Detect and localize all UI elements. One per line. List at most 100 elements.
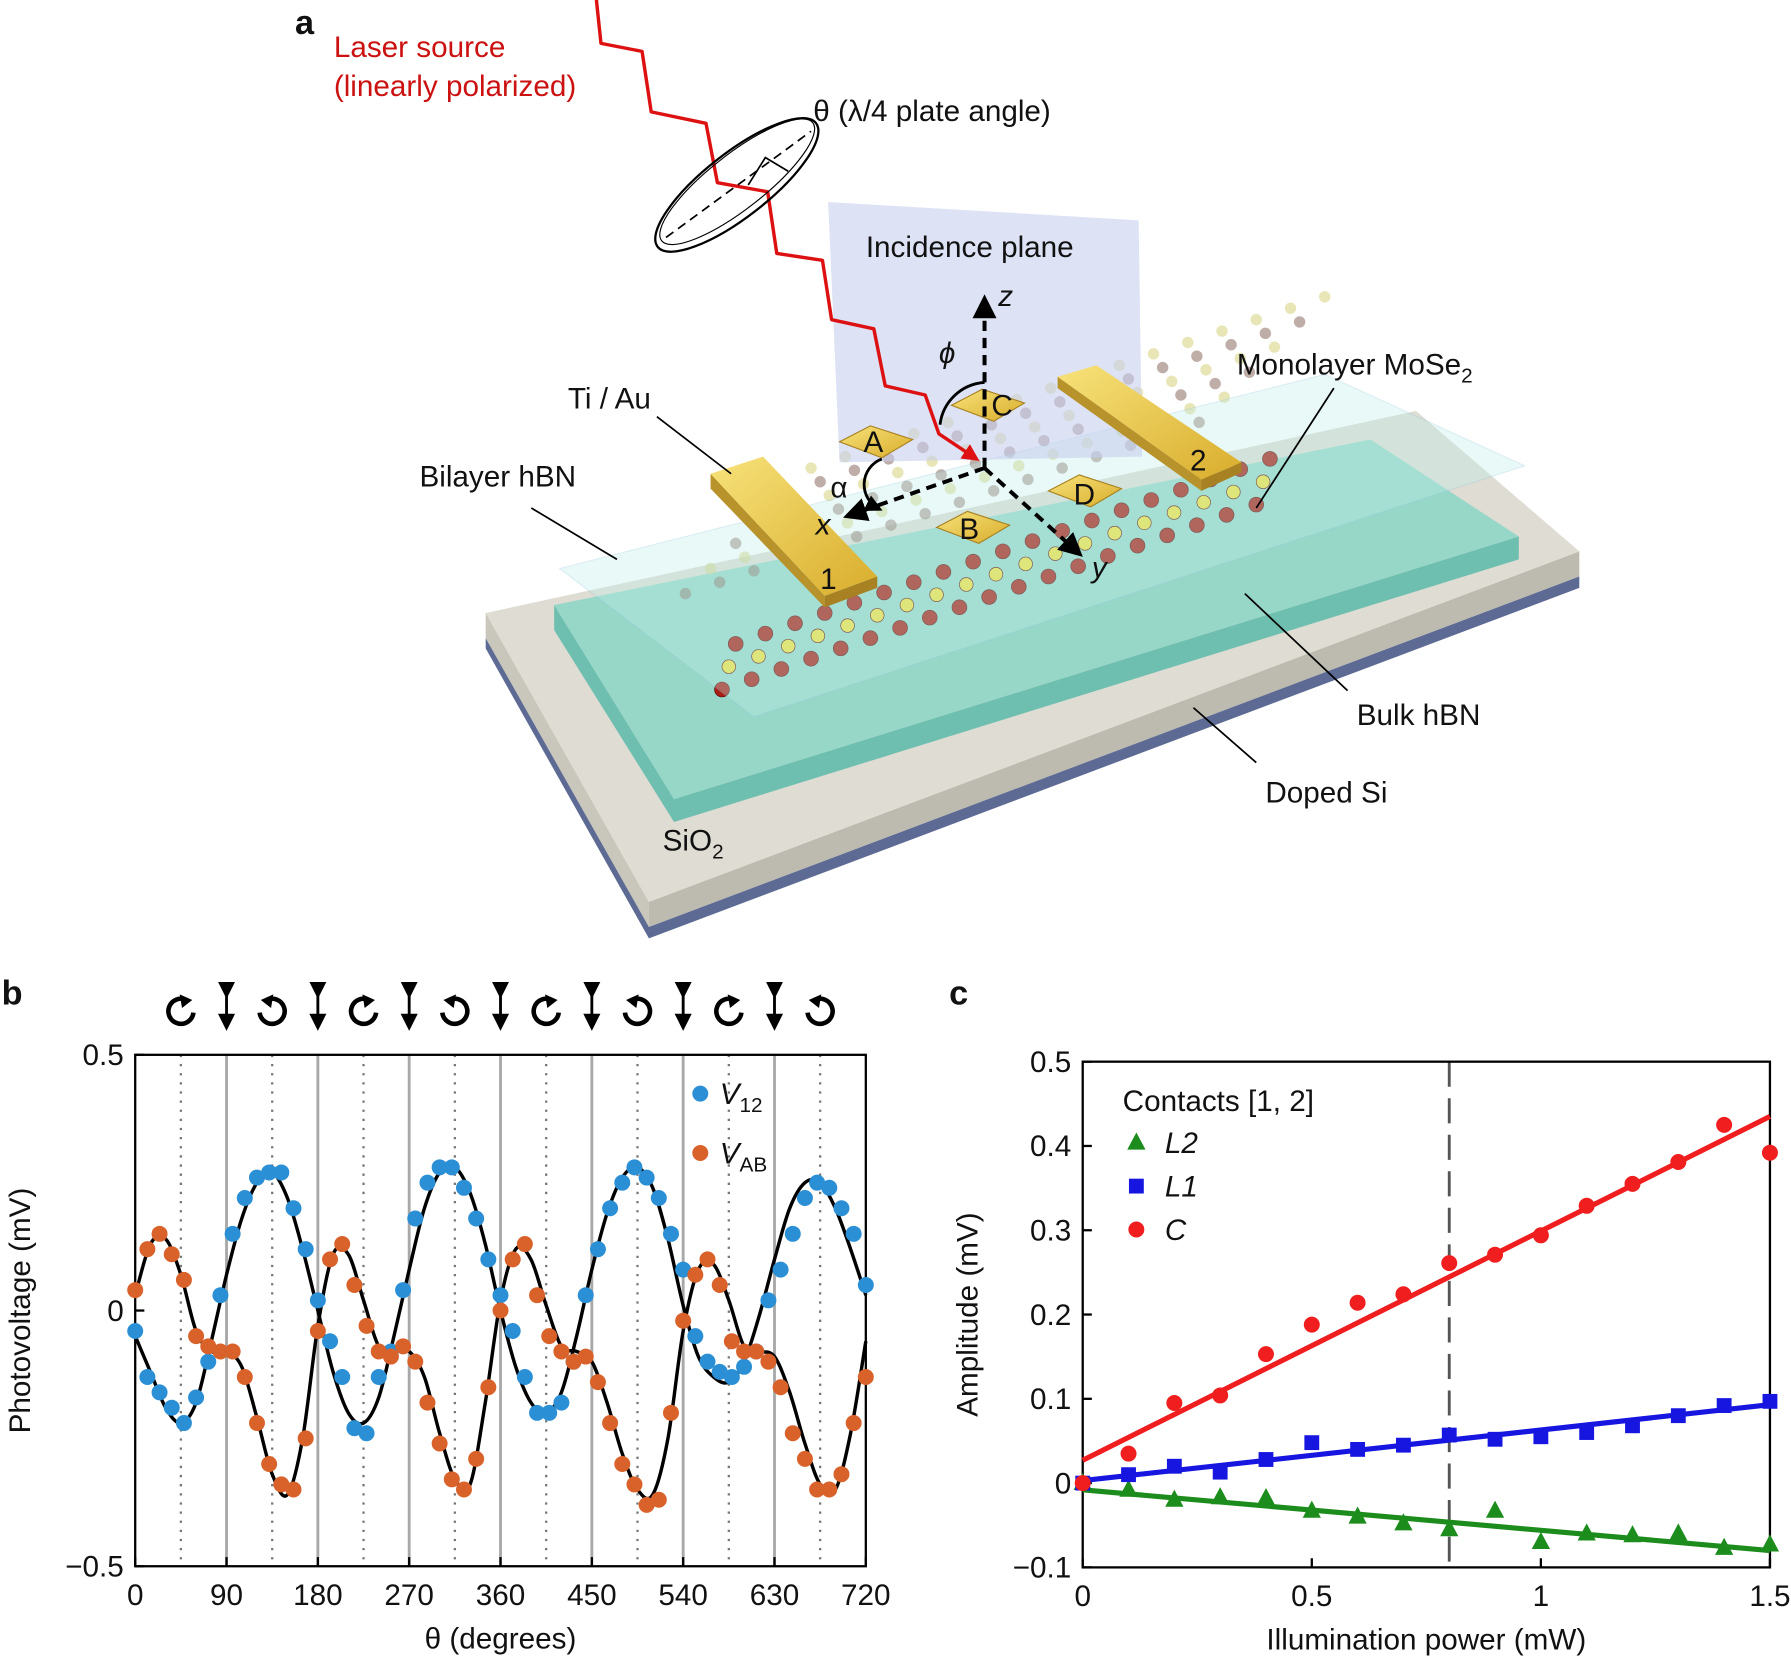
atom <box>805 462 817 474</box>
atom <box>751 649 766 664</box>
atom <box>1166 505 1182 520</box>
atom <box>1129 537 1146 554</box>
marker <box>1119 1479 1138 1497</box>
label: D <box>1074 479 1095 512</box>
marker <box>541 1404 558 1421</box>
atom <box>840 618 855 633</box>
waveplate-axis <box>665 130 812 239</box>
atom <box>1143 492 1159 508</box>
marker <box>1440 1519 1459 1537</box>
waveplate-inner <box>659 118 816 246</box>
leader <box>530 507 618 561</box>
atom <box>1209 377 1221 390</box>
x-tick-label: 450 <box>567 1579 617 1612</box>
atom <box>870 608 885 623</box>
marker <box>577 1348 594 1365</box>
marker <box>626 1476 643 1493</box>
label: Incidence plane <box>866 231 1074 264</box>
waveplate-angle <box>747 156 789 186</box>
atom <box>1319 291 1331 303</box>
marker <box>1625 1418 1640 1434</box>
marker <box>175 1415 192 1432</box>
label: Doped Si <box>1265 777 1387 810</box>
marker <box>468 1450 485 1467</box>
marker <box>1348 1506 1367 1524</box>
icon-arc <box>714 996 744 1027</box>
atom <box>899 597 915 613</box>
polarization-icon <box>440 994 470 1027</box>
atom <box>729 537 742 550</box>
atom <box>995 543 1011 560</box>
atom <box>901 480 913 493</box>
atom <box>1024 533 1041 549</box>
marker <box>1485 1500 1505 1518</box>
marker <box>370 1369 387 1386</box>
x-axis-label: θ (degrees) <box>425 1622 577 1655</box>
x-axis-label: Illumination power (mW) <box>1266 1624 1586 1657</box>
fit-line <box>1081 1114 1772 1463</box>
label: Monolayer MoSe2 <box>1237 348 1473 387</box>
marker <box>1760 1534 1780 1552</box>
icon-head <box>179 994 193 1009</box>
x-tick-label: 1 <box>1533 1580 1550 1613</box>
icon-arc <box>805 996 835 1027</box>
marker <box>589 1374 606 1391</box>
marker <box>1761 1144 1778 1161</box>
slab-front <box>648 551 1580 927</box>
fit-line <box>1082 1402 1771 1484</box>
atom <box>1189 517 1205 533</box>
polarization-icon <box>257 994 287 1027</box>
marker <box>845 1225 862 1242</box>
marker <box>175 1271 192 1288</box>
atom <box>876 584 892 601</box>
icon-head <box>362 994 375 1009</box>
marker <box>833 1466 850 1483</box>
atom <box>810 628 826 644</box>
atom <box>1084 512 1100 529</box>
x-tick-label: 720 <box>841 1579 891 1612</box>
marker <box>1716 1116 1733 1133</box>
icon-arc <box>440 996 470 1027</box>
marker <box>139 1369 156 1386</box>
atom <box>910 494 922 506</box>
atom <box>1040 568 1057 585</box>
marker <box>1441 1427 1457 1443</box>
y-tick-label: 0.2 <box>1030 1299 1071 1332</box>
bar-side <box>1057 376 1202 491</box>
leader <box>1244 592 1349 692</box>
legend-marker <box>692 1145 709 1161</box>
icon-head <box>443 994 456 1009</box>
marker <box>455 1179 472 1196</box>
atom <box>757 625 774 642</box>
label: x <box>814 508 832 541</box>
marker <box>1166 1458 1182 1474</box>
y-tick-label: 0.4 <box>1030 1130 1071 1163</box>
atom <box>1070 558 1086 574</box>
label: z <box>997 280 1013 313</box>
atom <box>1226 484 1241 500</box>
marker <box>504 1323 521 1339</box>
slab-left <box>485 613 649 927</box>
text-part: Monolayer MoSe <box>1237 348 1461 381</box>
icon-arc <box>622 996 653 1027</box>
label: Bulk hBN <box>1357 699 1481 732</box>
atom <box>787 615 803 632</box>
legend-marker <box>692 1085 709 1102</box>
marker <box>1303 1316 1320 1333</box>
marker <box>1257 1346 1274 1363</box>
marker <box>796 1190 813 1207</box>
marker <box>687 1266 704 1283</box>
legend-marker <box>1127 1132 1146 1150</box>
marker <box>1670 1408 1686 1424</box>
marker <box>723 1369 740 1386</box>
marker <box>297 1430 314 1447</box>
marker <box>407 1210 424 1227</box>
atom <box>919 508 931 520</box>
atom <box>1259 327 1272 340</box>
atom <box>1056 462 1068 474</box>
marker <box>1212 1464 1228 1480</box>
atom <box>1018 556 1033 572</box>
marker <box>1258 1452 1274 1467</box>
marker <box>553 1394 570 1411</box>
x-tick-label: 630 <box>750 1579 800 1612</box>
